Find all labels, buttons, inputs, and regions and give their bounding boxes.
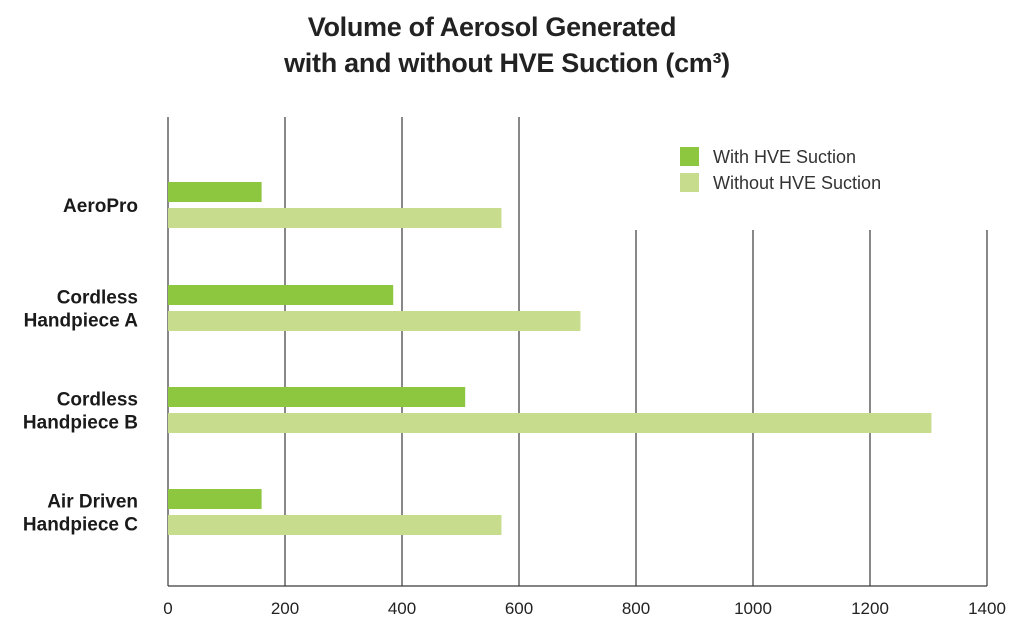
x-tick-label: 1400 bbox=[968, 599, 1006, 618]
bar bbox=[168, 285, 394, 305]
category-label: Air Driven bbox=[47, 492, 138, 513]
bar bbox=[168, 413, 932, 433]
bar bbox=[168, 489, 262, 509]
category-label: Handpiece C bbox=[23, 515, 138, 536]
x-tick-label: 1200 bbox=[851, 599, 889, 618]
legend-swatch bbox=[680, 147, 699, 166]
x-tick-label: 1000 bbox=[734, 599, 772, 618]
bar bbox=[168, 208, 502, 228]
category-label: AeroPro bbox=[63, 196, 138, 217]
x-tick-label: 600 bbox=[505, 599, 533, 618]
bar bbox=[168, 387, 466, 407]
chart-title-line-1: Volume of Aerosol Generated bbox=[307, 12, 677, 42]
legend-label: Without HVE Suction bbox=[713, 173, 881, 193]
bar bbox=[168, 515, 502, 535]
x-tick-label: 400 bbox=[388, 599, 416, 618]
x-tick-label: 800 bbox=[622, 599, 650, 618]
legend-swatch bbox=[680, 173, 699, 192]
category-label: Handpiece A bbox=[24, 311, 139, 332]
x-tick-label: 200 bbox=[271, 599, 299, 618]
category-label: Handpiece B bbox=[23, 413, 138, 434]
legend-label: With HVE Suction bbox=[713, 147, 856, 167]
category-label: Cordless bbox=[57, 390, 138, 411]
category-label: Cordless bbox=[57, 288, 138, 309]
bar bbox=[168, 182, 262, 202]
x-tick-label: 0 bbox=[163, 599, 172, 618]
bar bbox=[168, 311, 581, 331]
chart-title-line-2: with and without HVE Suction (cm³) bbox=[284, 48, 730, 78]
